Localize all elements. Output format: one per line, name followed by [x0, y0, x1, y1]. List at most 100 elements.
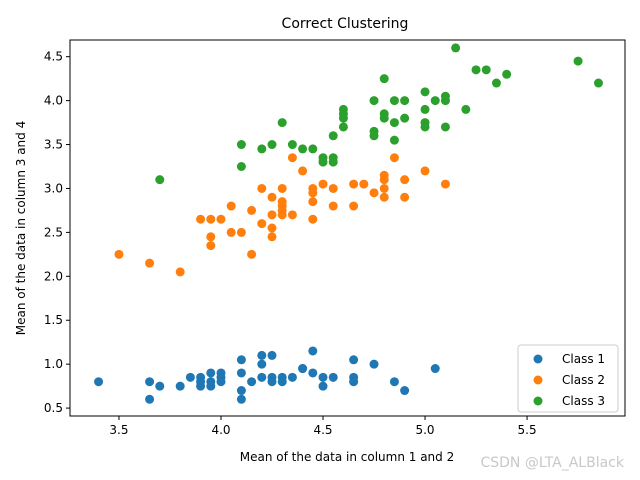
data-point-class-3 — [369, 131, 379, 141]
data-point-class-3 — [420, 87, 430, 97]
data-point-class-2 — [389, 153, 399, 163]
data-point-class-2 — [226, 201, 236, 211]
data-point-class-1 — [389, 377, 399, 387]
data-point-class-3 — [481, 65, 491, 75]
legend-label-class-1: Class 1 — [562, 352, 605, 366]
data-point-class-1 — [185, 372, 195, 382]
data-point-class-1 — [298, 364, 308, 374]
watermark: CSDN @LTA_ALBlack — [480, 455, 624, 471]
data-point-class-3 — [471, 65, 481, 75]
data-point-class-2 — [247, 205, 257, 215]
data-point-class-3 — [400, 113, 410, 123]
data-point-class-1 — [236, 394, 246, 404]
data-point-class-1 — [308, 346, 318, 356]
data-point-class-3 — [277, 118, 287, 128]
data-point-class-1 — [369, 359, 379, 369]
x-axis: 3.5 4.0 4.5 5.0 5.5 — [109, 416, 537, 437]
data-point-class-2 — [114, 249, 124, 259]
data-point-class-3 — [369, 96, 379, 106]
data-point-class-1 — [349, 377, 359, 387]
data-point-class-2 — [440, 179, 450, 189]
data-point-class-2 — [349, 201, 359, 211]
data-point-class-3 — [328, 157, 338, 167]
data-point-class-3 — [420, 122, 430, 132]
data-point-class-1 — [206, 368, 216, 378]
data-point-class-1 — [257, 372, 267, 382]
data-point-class-3 — [287, 140, 297, 150]
data-point-class-2 — [308, 197, 318, 207]
data-point-class-1 — [236, 386, 246, 396]
y-tick-label: 4.5 — [44, 50, 63, 64]
data-point-class-2 — [216, 214, 226, 224]
data-point-class-3 — [440, 122, 450, 132]
y-tick-label: 1.5 — [44, 313, 63, 327]
data-point-class-2 — [349, 179, 359, 189]
data-point-class-1 — [430, 364, 440, 374]
data-point-class-2 — [247, 249, 257, 259]
data-point-class-1 — [257, 359, 267, 369]
x-tick-label: 4.5 — [313, 423, 332, 437]
x-tick-label: 4.0 — [211, 423, 230, 437]
x-tick-label: 3.5 — [109, 423, 128, 437]
data-point-class-2 — [420, 166, 430, 176]
data-point-class-1 — [287, 372, 297, 382]
data-point-class-2 — [369, 188, 379, 198]
y-tick-label: 4.0 — [44, 94, 63, 108]
chart-title: Correct Clustering — [282, 16, 409, 32]
legend-label-class-3: Class 3 — [562, 394, 605, 408]
x-axis-label: Mean of the data in column 1 and 2 — [240, 450, 454, 464]
data-point-class-2 — [267, 192, 277, 202]
data-point-class-3 — [318, 157, 328, 167]
data-point-class-3 — [379, 113, 389, 123]
data-point-class-2 — [267, 210, 277, 220]
data-point-class-3 — [338, 122, 348, 132]
legend-marker-class-1 — [533, 354, 543, 364]
data-point-class-1 — [216, 377, 226, 387]
y-tick-label: 1.0 — [44, 357, 63, 371]
data-point-class-2 — [145, 258, 155, 268]
x-tick-label: 5.0 — [415, 423, 434, 437]
data-point-class-1 — [236, 355, 246, 365]
data-point-class-1 — [400, 386, 410, 396]
data-point-class-2 — [206, 232, 216, 242]
data-point-class-3 — [155, 175, 165, 185]
y-axis-label: Mean of the data in column 3 and 4 — [14, 121, 28, 335]
legend-box — [517, 344, 619, 413]
data-point-class-1 — [236, 368, 246, 378]
legend-marker-class-3 — [533, 396, 543, 406]
x-tick-label: 5.5 — [518, 423, 537, 437]
legend-marker-class-2 — [533, 375, 543, 385]
data-point-class-1 — [318, 381, 328, 391]
data-point-class-2 — [277, 183, 287, 193]
data-point-class-1 — [94, 377, 104, 387]
data-point-class-2 — [328, 183, 338, 193]
y-tick-label: 2.0 — [44, 269, 63, 283]
data-point-class-2 — [379, 183, 389, 193]
data-point-class-3 — [389, 96, 399, 106]
data-point-class-2 — [328, 201, 338, 211]
data-point-class-1 — [257, 350, 267, 360]
data-point-class-1 — [328, 372, 338, 382]
data-point-class-1 — [175, 381, 185, 391]
data-point-class-2 — [267, 223, 277, 233]
data-point-class-1 — [247, 377, 257, 387]
legend: Class 1 Class 2 Class 3 — [517, 344, 619, 413]
data-point-class-3 — [502, 69, 512, 79]
data-point-class-1 — [267, 350, 277, 360]
data-point-class-1 — [318, 372, 328, 382]
data-point-class-1 — [145, 377, 155, 387]
data-point-class-2 — [175, 267, 185, 277]
data-point-class-2 — [359, 179, 369, 189]
data-point-class-3 — [430, 96, 440, 106]
data-point-class-3 — [451, 43, 461, 53]
data-point-class-3 — [461, 104, 471, 114]
data-point-class-3 — [236, 162, 246, 172]
data-point-class-2 — [196, 214, 206, 224]
data-point-class-3 — [491, 78, 501, 88]
data-point-class-2 — [287, 153, 297, 163]
data-point-class-2 — [308, 188, 318, 198]
legend-label-class-2: Class 2 — [562, 373, 605, 387]
data-point-class-1 — [155, 381, 165, 391]
data-point-class-3 — [267, 140, 277, 150]
data-point-class-3 — [593, 78, 603, 88]
